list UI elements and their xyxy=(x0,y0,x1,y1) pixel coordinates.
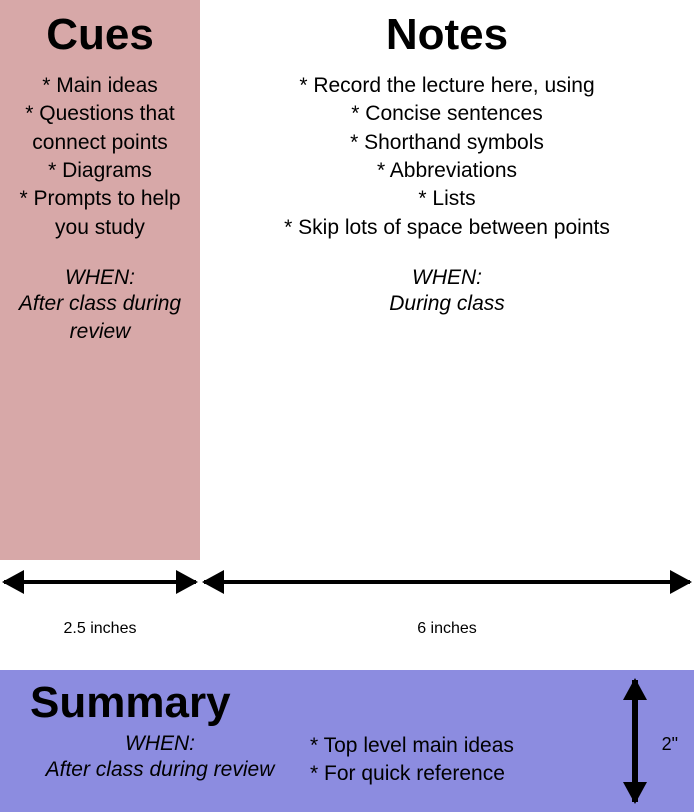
notes-column: Notes * Record the lecture here, using* … xyxy=(200,0,694,560)
bullet-item: * Prompts to help you study xyxy=(6,185,194,242)
bullet-item: * Shorthand symbols xyxy=(210,129,684,157)
notes-heading: Notes xyxy=(210,10,684,60)
cues-heading: Cues xyxy=(6,10,194,60)
notes-width-arrow: 6 inches xyxy=(204,580,690,584)
top-row: Cues * Main ideas* Questions that connec… xyxy=(0,0,694,560)
bullet-item: * Concise sentences xyxy=(210,100,684,128)
summary-when-text: After class during review xyxy=(10,756,310,784)
notes-when-text: During class xyxy=(210,290,684,318)
summary-when-label: WHEN: xyxy=(10,732,310,756)
cues-when-text: After class during review xyxy=(6,290,194,347)
bullet-item: * Main ideas xyxy=(6,72,194,100)
cues-bullets: * Main ideas* Questions that connect poi… xyxy=(6,72,194,242)
bullet-item: * Lists xyxy=(210,185,684,213)
summary-columns: WHEN: After class during review * Top le… xyxy=(10,732,684,789)
summary-height-arrow xyxy=(632,680,638,802)
cues-width-arrow: 2.5 inches xyxy=(4,580,196,584)
bullet-item: * Diagrams xyxy=(6,157,194,185)
notes-measure-label: 6 inches xyxy=(204,620,690,638)
notes-when-label: WHEN: xyxy=(210,266,684,290)
horizontal-measure-row: 2.5 inches 6 inches xyxy=(0,560,694,670)
bullet-item: * Top level main ideas xyxy=(310,732,684,760)
cues-measure-label: 2.5 inches xyxy=(4,620,196,638)
summary-heading: Summary xyxy=(30,678,684,728)
cues-when-label: WHEN: xyxy=(6,266,194,290)
bullet-item: * Skip lots of space between points xyxy=(210,214,684,242)
summary-measure-label: 2" xyxy=(662,734,678,755)
summary-when-block: WHEN: After class during review xyxy=(10,732,310,789)
notes-bullets: * Record the lecture here, using* Concis… xyxy=(210,72,684,242)
bullet-item: * Abbreviations xyxy=(210,157,684,185)
cues-column: Cues * Main ideas* Questions that connec… xyxy=(0,0,200,560)
summary-bullets: * Top level main ideas* For quick refere… xyxy=(310,732,684,789)
bullet-item: * Record the lecture here, using xyxy=(210,72,684,100)
bullet-item: * Questions that connect points xyxy=(6,100,194,157)
summary-row: Summary WHEN: After class during review … xyxy=(0,670,694,812)
